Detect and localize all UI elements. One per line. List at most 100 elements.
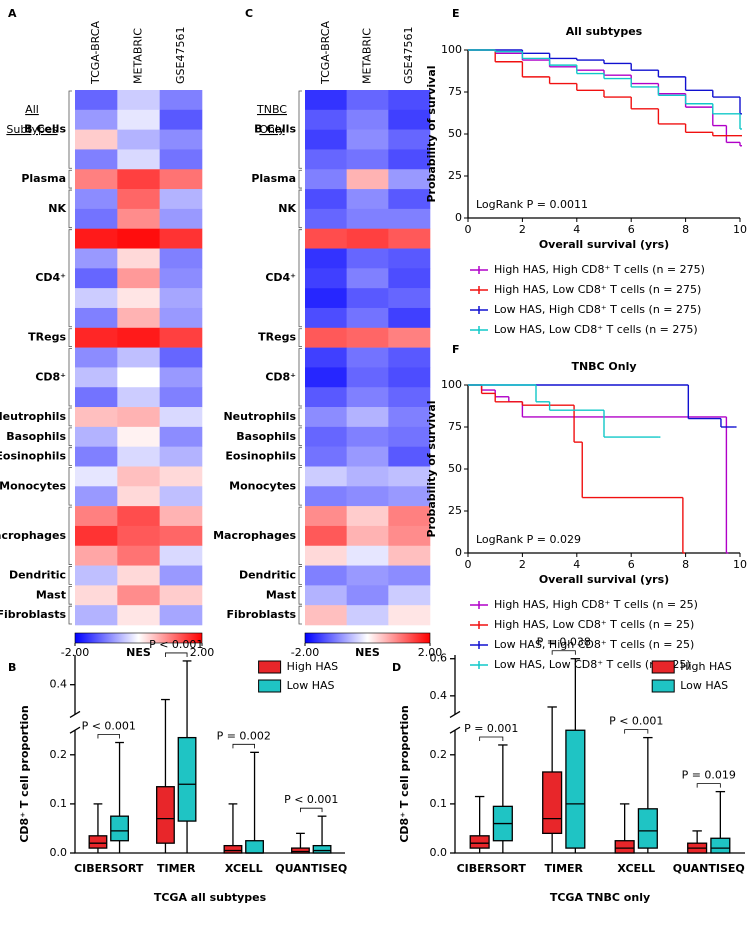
group-bracket bbox=[298, 407, 302, 427]
group-bracket bbox=[68, 467, 72, 506]
group-label: Monocytes bbox=[229, 479, 296, 492]
heat-cell bbox=[346, 486, 389, 507]
heat-cell bbox=[117, 466, 160, 487]
legend-label: Low HAS, High CD8⁺ T cells (n = 275) bbox=[494, 303, 701, 316]
heat-cell bbox=[159, 525, 203, 547]
heat-cell bbox=[117, 545, 160, 566]
box bbox=[637, 808, 658, 849]
group-bracket bbox=[68, 506, 72, 565]
panel-letter: F bbox=[452, 343, 460, 356]
group-bracket bbox=[298, 229, 302, 328]
heat-cell bbox=[75, 189, 118, 210]
heat-cell bbox=[388, 109, 431, 130]
column-label: TCGA-BRCA bbox=[89, 21, 102, 85]
heat-cell bbox=[388, 208, 431, 230]
heat-cell bbox=[305, 327, 347, 348]
heat-cell bbox=[75, 288, 118, 309]
box bbox=[110, 815, 129, 842]
x-tick-label: QUANTISEQ bbox=[673, 862, 745, 875]
heat-cell bbox=[388, 446, 431, 467]
heat-cell bbox=[346, 407, 389, 428]
heat-cell bbox=[346, 90, 389, 111]
group-label: Dendritic bbox=[9, 568, 66, 581]
colorbar-label: 2.00 bbox=[418, 646, 443, 659]
heat-cell bbox=[346, 109, 389, 130]
heat-cell bbox=[305, 129, 347, 150]
legend-label: High HAS, High CD8⁺ T cells (n = 25) bbox=[494, 598, 698, 611]
heat-cell bbox=[159, 228, 203, 249]
heat-cell bbox=[388, 347, 431, 368]
p-value: P < 0.001 bbox=[609, 715, 663, 728]
x-tick-label: 6 bbox=[628, 223, 635, 236]
legend-label: Low HAS, Low CD8⁺ T cells (n = 25) bbox=[494, 658, 691, 671]
heat-cell bbox=[346, 288, 389, 309]
legend-label: High HAS bbox=[680, 660, 732, 673]
heat-cell bbox=[117, 347, 160, 368]
heat-cell bbox=[117, 446, 160, 467]
chart-title: TCGA all subtypes bbox=[154, 891, 267, 904]
annotation: LogRank P = 0.0011 bbox=[476, 198, 588, 211]
heat-cell bbox=[159, 189, 203, 210]
panel-letter: B bbox=[8, 661, 16, 674]
legend-swatch bbox=[258, 679, 282, 693]
group-bracket bbox=[298, 605, 302, 625]
heat-cell bbox=[117, 288, 160, 309]
x-tick-label: 4 bbox=[573, 223, 580, 236]
heat-cell bbox=[75, 149, 118, 170]
p-value: P < 0.001 bbox=[284, 793, 338, 806]
heat-cell bbox=[117, 387, 160, 408]
colorbar-label: 2.00 bbox=[190, 646, 215, 659]
x-tick-label: 2 bbox=[519, 558, 526, 571]
box bbox=[710, 837, 731, 854]
heat-cell bbox=[305, 248, 347, 269]
heat-cell bbox=[117, 90, 160, 111]
heat-cell bbox=[117, 525, 160, 547]
significance-bracket bbox=[232, 743, 255, 749]
column-label: GSE47561 bbox=[174, 27, 187, 84]
box bbox=[565, 729, 586, 849]
heat-cell bbox=[346, 466, 389, 487]
heat-cell bbox=[75, 129, 118, 150]
heat-cell bbox=[346, 129, 389, 150]
group-label: Neutrophils bbox=[223, 410, 296, 423]
group-label: NK bbox=[278, 202, 296, 215]
heat-cell bbox=[159, 407, 203, 428]
x-tick-label: 8 bbox=[682, 558, 689, 571]
heat-cell bbox=[388, 585, 431, 606]
chart-title: TNBC Only bbox=[571, 360, 636, 373]
heat-cell bbox=[117, 149, 160, 170]
heat-cell bbox=[346, 525, 389, 547]
heat-cell bbox=[346, 248, 389, 269]
chart-title: TCGA TNBC only bbox=[550, 891, 650, 904]
colorbar-title: NES bbox=[126, 646, 151, 659]
heat-cell bbox=[346, 446, 389, 467]
x-tick-label: TIMER bbox=[157, 862, 196, 875]
subset-label: Only bbox=[259, 123, 285, 136]
heat-cell bbox=[117, 585, 160, 606]
heat-cell bbox=[159, 248, 203, 269]
heat-cell bbox=[159, 149, 203, 170]
column-label: METABRIC bbox=[132, 28, 145, 84]
heat-cell bbox=[159, 129, 203, 150]
heat-cell bbox=[305, 446, 347, 467]
heat-cell bbox=[75, 585, 118, 606]
heat-cell bbox=[388, 189, 431, 210]
y-axis-label: CD8⁺ T cell proportion bbox=[398, 705, 411, 842]
heat-cell bbox=[305, 189, 347, 210]
heat-cell bbox=[75, 228, 118, 249]
colorbar-title: NES bbox=[355, 646, 380, 659]
y-tick-label: 100 bbox=[441, 378, 462, 391]
heat-cell bbox=[305, 90, 347, 111]
heat-cell bbox=[305, 307, 347, 329]
heat-cell bbox=[117, 307, 160, 329]
heat-cell bbox=[159, 387, 203, 408]
legend-label: Low HAS, High CD8⁺ T cells (n = 25) bbox=[494, 638, 694, 651]
p-value: P = 0.019 bbox=[682, 769, 736, 782]
box bbox=[291, 847, 310, 854]
heat-cell bbox=[117, 208, 160, 230]
group-bracket bbox=[68, 407, 72, 427]
x-tick-label: XCELL bbox=[617, 862, 655, 875]
legend-swatch bbox=[258, 660, 282, 674]
heat-cell bbox=[159, 208, 203, 230]
heat-cell bbox=[75, 307, 118, 329]
